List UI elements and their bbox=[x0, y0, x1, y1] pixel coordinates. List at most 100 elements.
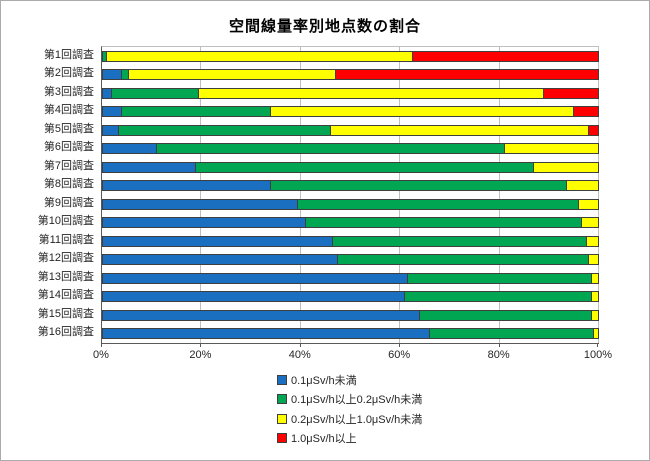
stacked-bar bbox=[102, 161, 599, 173]
bar-row bbox=[102, 269, 599, 288]
bar-segment bbox=[102, 69, 122, 81]
stacked-bar bbox=[102, 124, 599, 136]
bar-segment bbox=[111, 87, 199, 99]
gridline-80 bbox=[498, 47, 500, 343]
x-tick-label: 20% bbox=[189, 349, 212, 361]
stacked-bar bbox=[102, 180, 599, 192]
category-label: 第4回調査 bbox=[43, 104, 94, 117]
legend-label: 0.1μSv/h以上0.2μSv/h未満 bbox=[291, 394, 423, 407]
x-tick-label: 0% bbox=[93, 349, 109, 361]
bar-segment bbox=[589, 254, 599, 266]
category-label: 第1回調査 bbox=[43, 48, 94, 61]
category-label: 第16回調査 bbox=[37, 326, 94, 339]
stacked-bar bbox=[102, 50, 599, 62]
stacked-bar bbox=[102, 328, 599, 340]
bar-row bbox=[102, 288, 599, 307]
bar-row bbox=[102, 251, 599, 270]
legend-item: 0.1μSv/h未満 bbox=[277, 370, 422, 390]
bar-segment bbox=[581, 217, 599, 229]
bar-segment bbox=[594, 328, 599, 340]
stacked-bar bbox=[102, 106, 599, 118]
bar-segment bbox=[102, 217, 306, 229]
stacked-bar bbox=[102, 309, 599, 321]
stacked-bar bbox=[102, 254, 599, 266]
bar-segment bbox=[591, 309, 599, 321]
category-label: 第12回調査 bbox=[37, 252, 94, 265]
gridline-60 bbox=[399, 47, 401, 343]
bar-segment bbox=[102, 106, 122, 118]
category-label: 第6回調査 bbox=[43, 141, 94, 154]
bar-segment bbox=[586, 235, 599, 247]
bar-segment bbox=[102, 291, 406, 303]
bar-segment bbox=[330, 124, 590, 136]
bar-row bbox=[102, 66, 599, 85]
bar-row bbox=[102, 325, 599, 344]
stacked-bar bbox=[102, 291, 599, 303]
bar-row bbox=[102, 103, 599, 122]
x-tick-label: 40% bbox=[288, 349, 311, 361]
bar-row bbox=[102, 84, 599, 103]
bar-segment bbox=[574, 106, 599, 118]
legend-swatch-icon bbox=[277, 433, 287, 444]
gridline-40 bbox=[299, 47, 301, 343]
legend-swatch-icon bbox=[277, 394, 287, 405]
x-tick-label: 80% bbox=[487, 349, 510, 361]
bar-segment bbox=[270, 180, 567, 192]
bar-segment bbox=[102, 87, 112, 99]
bar-segment bbox=[579, 198, 599, 210]
bar-row bbox=[102, 195, 599, 214]
bar-segment bbox=[106, 50, 413, 62]
category-label: 第7回調査 bbox=[43, 159, 94, 172]
legend-item: 0.2μSv/h以上1.0μSv/h未満 bbox=[277, 409, 422, 429]
bar-row bbox=[102, 214, 599, 233]
bar-row bbox=[102, 140, 599, 159]
bar-segment bbox=[102, 272, 408, 284]
bar-segment bbox=[298, 198, 580, 210]
category-label: 第5回調査 bbox=[43, 122, 94, 135]
bar-segment bbox=[270, 106, 575, 118]
category-label: 第8回調査 bbox=[43, 178, 94, 191]
bar-segment bbox=[102, 309, 421, 321]
bar-segment bbox=[407, 272, 592, 284]
bar-row bbox=[102, 306, 599, 325]
stacked-bar bbox=[102, 69, 599, 81]
bar-segment bbox=[102, 198, 299, 210]
bar-segment bbox=[102, 235, 334, 247]
legend-label: 0.2μSv/h以上1.0μSv/h未満 bbox=[291, 413, 423, 426]
category-label: 第14回調査 bbox=[37, 289, 94, 302]
bar-segment bbox=[566, 180, 599, 192]
bar-segment bbox=[430, 328, 595, 340]
bar-segment bbox=[102, 254, 339, 266]
bar-row bbox=[102, 177, 599, 196]
stacked-bar bbox=[102, 235, 599, 247]
x-tick-label: 100% bbox=[583, 349, 613, 361]
bar-segment bbox=[102, 180, 271, 192]
x-axis: 0% 20% 40% 60% 80% 100% bbox=[93, 342, 612, 362]
bar-row bbox=[102, 121, 599, 140]
legend-item: 0.1μSv/h以上0.2μSv/h未満 bbox=[277, 390, 422, 410]
legend-swatch-icon bbox=[277, 413, 287, 424]
bar-segment bbox=[333, 235, 587, 247]
gridline-20 bbox=[200, 47, 202, 343]
bar-row bbox=[102, 158, 599, 177]
bar-segment bbox=[198, 87, 545, 99]
bar-segment bbox=[420, 309, 592, 321]
x-tick-mark bbox=[399, 343, 401, 347]
bar-segment bbox=[504, 143, 599, 155]
bar-segment bbox=[591, 272, 599, 284]
gridline-100 bbox=[598, 47, 599, 343]
chart-title: 空間線量率別地点数の割合 bbox=[228, 18, 421, 35]
bar-segment bbox=[412, 50, 599, 62]
bar-segment bbox=[121, 106, 271, 118]
bar-segment bbox=[544, 87, 599, 99]
legend-swatch-icon bbox=[277, 374, 287, 385]
stacked-bar bbox=[102, 87, 599, 99]
bar-segment bbox=[196, 161, 535, 173]
legend-label: 0.1μSv/h未満 bbox=[291, 374, 357, 387]
x-tick-label: 60% bbox=[388, 349, 411, 361]
bar-segment bbox=[102, 124, 120, 136]
bar-segment bbox=[534, 161, 599, 173]
category-label: 第15回調査 bbox=[37, 307, 94, 320]
stacked-bar bbox=[102, 143, 599, 155]
